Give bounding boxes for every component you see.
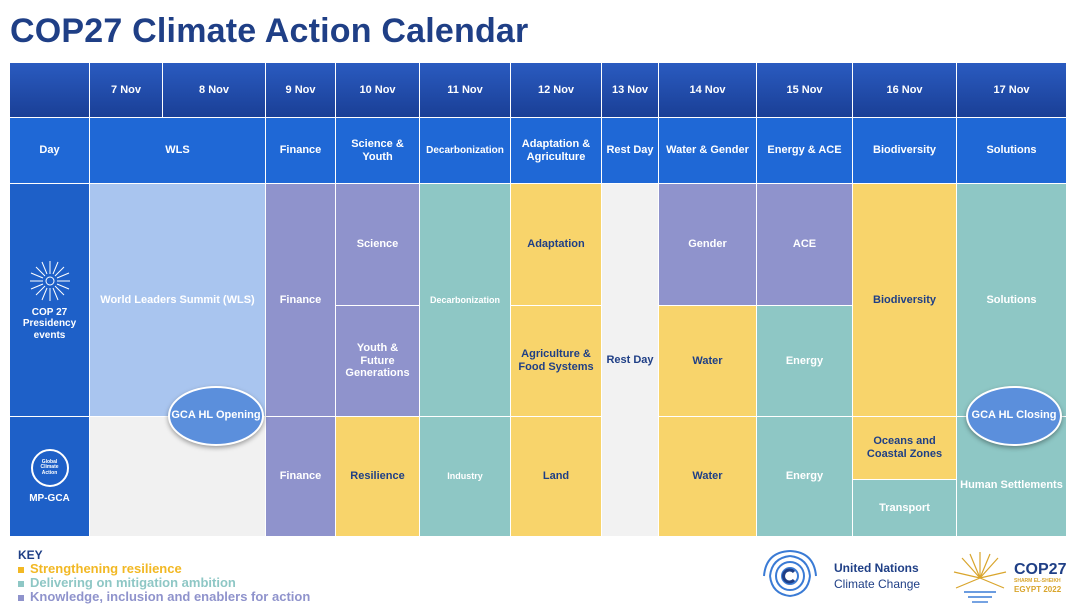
cell-land: Land xyxy=(511,417,602,537)
cell-adaptation: Adaptation xyxy=(511,184,602,306)
cell-ace: ACE xyxy=(757,184,853,306)
gca-logo-text: Global Climate Action xyxy=(40,458,59,476)
date-header: 7 Nov xyxy=(90,63,163,118)
cell-gender: Gender xyxy=(659,184,757,306)
un-emblem-icon xyxy=(763,550,817,597)
cell-energy: Energy xyxy=(757,417,853,537)
cell-resilience: Resilience xyxy=(336,417,420,537)
cop27-sun-icon xyxy=(953,552,1007,603)
row-label-presidency: COP 27 Presidency events xyxy=(10,184,90,417)
page-title: COP27 Climate Action Calendar xyxy=(10,12,529,50)
theme-header: Adaptation & Agriculture xyxy=(511,118,602,184)
cell-agriculture: Agriculture & Food Systems xyxy=(511,306,602,417)
cell-biodiversity: Biodiversity xyxy=(853,184,957,417)
theme-header: Rest Day xyxy=(602,118,659,184)
theme-header: Biodiversity xyxy=(853,118,957,184)
cell-youth: Youth & Future Generations xyxy=(336,306,420,417)
theme-header: Decarbonization xyxy=(420,118,511,184)
un-climate-change-logo: United Nations Climate Change xyxy=(760,550,920,602)
row-label-mpgca-text: MP-GCA xyxy=(29,492,70,504)
cop27-logo-sub1: SHARM EL-SHEIKH xyxy=(1014,577,1061,584)
cell-finance: Finance xyxy=(266,417,336,537)
legend-item-label: Delivering on mitigation ambition xyxy=(30,575,236,590)
theme-header: Energy & ACE xyxy=(757,118,853,184)
row-label-mpgca: Global Climate Action MP-GCA xyxy=(10,417,90,537)
date-header: 10 Nov xyxy=(336,63,420,118)
bubble-gca-closing: GCA HL Closing xyxy=(966,386,1062,446)
day-label: Day xyxy=(10,118,90,184)
cop27-logo: COP27 SHARM EL-SHEIKH EGYPT 2022 xyxy=(950,548,1066,608)
calendar-grid: 7 Nov 8 Nov 9 Nov 10 Nov 11 Nov 12 Nov 1… xyxy=(10,63,1067,537)
cell-energy: Energy xyxy=(757,306,853,417)
legend-item: Strengthening resilience xyxy=(18,562,310,576)
legend-title: KEY xyxy=(18,548,43,562)
cell-finance: Finance xyxy=(266,184,336,417)
date-header: 12 Nov xyxy=(511,63,602,118)
gca-logo-icon: Global Climate Action xyxy=(30,448,69,487)
cop27-logo-main: COP27 xyxy=(1014,560,1067,578)
legend-swatch xyxy=(18,594,24,601)
cell-water: Water xyxy=(659,417,757,537)
legend-item-label: Knowledge, inclusion and enablers for ac… xyxy=(30,589,311,604)
legend-swatch xyxy=(18,566,24,573)
legend-item-label: Strengthening resilience xyxy=(30,561,182,576)
theme-header: Science & Youth xyxy=(336,118,420,184)
date-header: 9 Nov xyxy=(266,63,336,118)
un-logo-line2: Climate Change xyxy=(834,577,921,591)
legend-item: Delivering on mitigation ambition xyxy=(18,576,310,590)
un-logo-line1: United Nations xyxy=(834,561,919,575)
date-header: 14 Nov xyxy=(659,63,757,118)
theme-header: Finance xyxy=(266,118,336,184)
cop27-logo-sub2: EGYPT 2022 xyxy=(1014,584,1062,594)
date-header: 17 Nov xyxy=(957,63,1067,118)
theme-header: Water & Gender xyxy=(659,118,757,184)
date-header: 15 Nov xyxy=(757,63,853,118)
cell-solutions: Solutions xyxy=(957,184,1067,417)
cell-science: Science xyxy=(336,184,420,306)
header-corner xyxy=(10,63,90,118)
legend-swatch xyxy=(18,580,24,587)
sunburst-icon xyxy=(29,260,70,301)
cell-decarbonization: Decarbonization xyxy=(420,184,511,417)
date-header: 11 Nov xyxy=(420,63,511,118)
legend: KEY Strengthening resilience Delivering … xyxy=(18,548,310,604)
cell-industry: Industry xyxy=(420,417,511,537)
legend-item: Knowledge, inclusion and enablers for ac… xyxy=(18,590,310,604)
date-header: 13 Nov xyxy=(602,63,659,118)
cell-rest-day: Rest Day xyxy=(602,184,659,537)
row-label-presidency-text: COP 27 Presidency events xyxy=(22,306,77,341)
theme-header: Solutions xyxy=(957,118,1067,184)
cell-transport: Transport xyxy=(853,480,957,537)
theme-header: WLS xyxy=(90,118,266,184)
date-header: 16 Nov xyxy=(853,63,957,118)
cell-wls: World Leaders Summit (WLS) xyxy=(90,184,266,417)
cell-water: Water xyxy=(659,306,757,417)
bubble-gca-opening: GCA HL Opening xyxy=(168,386,264,446)
date-header: 8 Nov xyxy=(163,63,266,118)
cell-oceans: Oceans and Coastal Zones xyxy=(853,417,957,480)
